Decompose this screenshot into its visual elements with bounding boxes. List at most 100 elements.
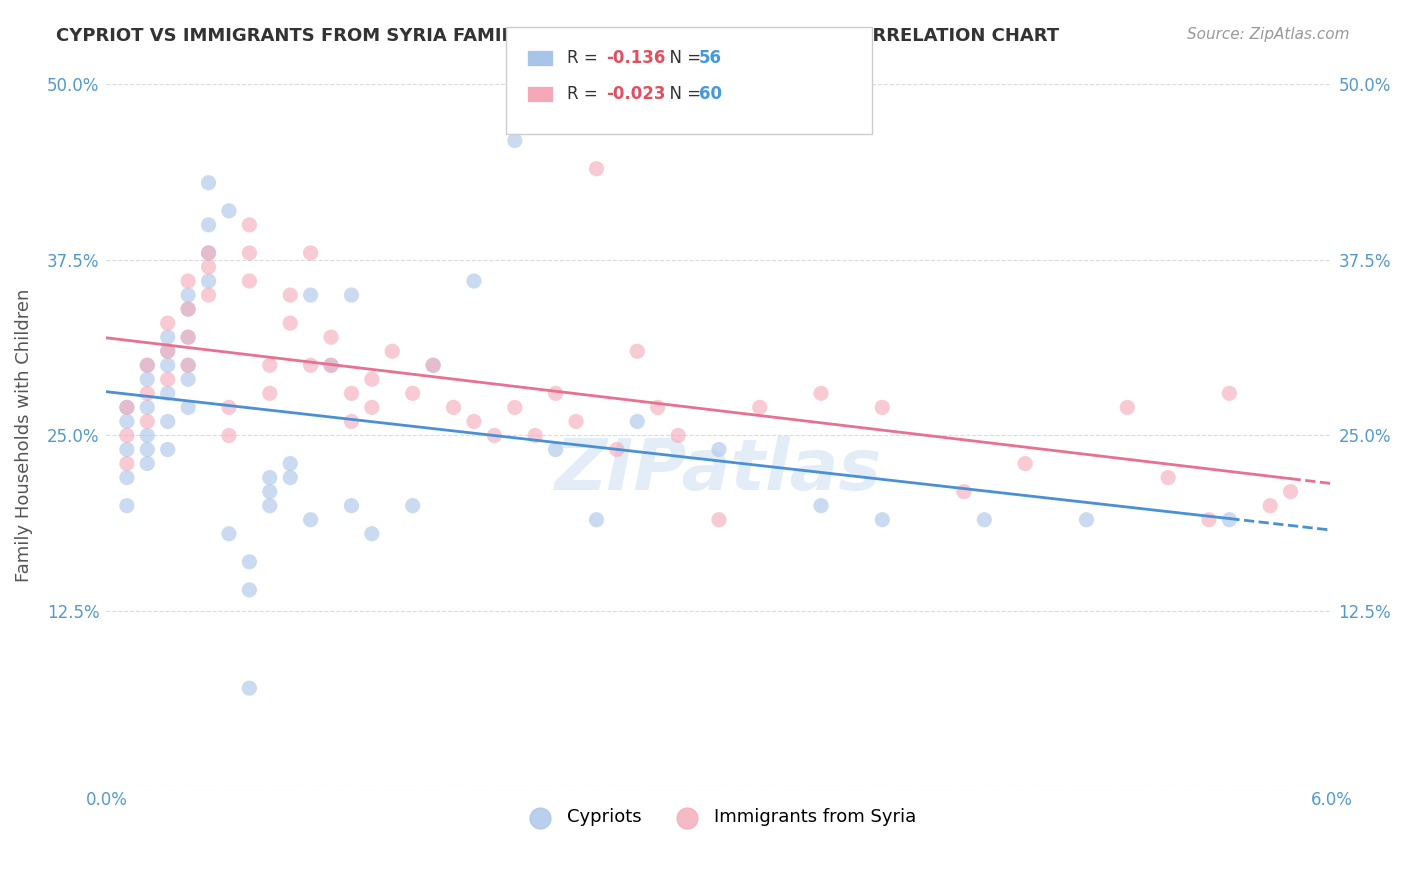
Point: [177, 274, 200, 288]
Text: -0.136: -0.136: [606, 49, 665, 67]
Point: [197, 274, 219, 288]
Point: [218, 401, 240, 415]
Point: [218, 428, 240, 442]
Point: [810, 499, 832, 513]
Point: [647, 401, 669, 415]
Text: 60: 60: [699, 85, 721, 103]
Point: [156, 330, 179, 344]
Point: [177, 401, 200, 415]
Point: [340, 386, 363, 401]
Point: [319, 330, 342, 344]
Point: [136, 414, 159, 428]
Point: [259, 470, 281, 484]
Point: [443, 401, 465, 415]
Point: [299, 358, 322, 372]
Point: [503, 134, 526, 148]
Text: 56: 56: [699, 49, 721, 67]
Point: [1218, 513, 1240, 527]
Point: [115, 401, 138, 415]
Point: [626, 414, 648, 428]
Point: [115, 401, 138, 415]
Text: CYPRIOT VS IMMIGRANTS FROM SYRIA FAMILY HOUSEHOLDS WITH CHILDREN CORRELATION CHA: CYPRIOT VS IMMIGRANTS FROM SYRIA FAMILY …: [56, 27, 1059, 45]
Point: [177, 372, 200, 386]
Point: [626, 344, 648, 359]
Point: [278, 470, 301, 484]
Point: [115, 414, 138, 428]
Point: [1116, 401, 1139, 415]
Point: [238, 218, 260, 232]
Point: [340, 414, 363, 428]
Point: [197, 218, 219, 232]
Point: [707, 442, 730, 457]
Point: [218, 526, 240, 541]
Point: [360, 372, 382, 386]
Point: [177, 330, 200, 344]
Point: [463, 274, 485, 288]
Point: [177, 288, 200, 302]
Point: [136, 386, 159, 401]
Point: [381, 344, 404, 359]
Point: [177, 358, 200, 372]
Point: [197, 176, 219, 190]
Point: [503, 401, 526, 415]
Point: [278, 457, 301, 471]
Point: [136, 358, 159, 372]
Point: [278, 288, 301, 302]
Point: [197, 260, 219, 274]
Point: [585, 513, 607, 527]
Point: [748, 401, 770, 415]
Point: [585, 161, 607, 176]
Point: [156, 386, 179, 401]
Text: R =: R =: [567, 85, 603, 103]
Point: [666, 428, 689, 442]
Point: [565, 414, 588, 428]
Point: [259, 386, 281, 401]
Point: [259, 358, 281, 372]
Y-axis label: Family Households with Children: Family Households with Children: [15, 289, 32, 582]
Point: [177, 302, 200, 317]
Point: [136, 457, 159, 471]
Point: [707, 513, 730, 527]
Point: [115, 457, 138, 471]
Point: [299, 513, 322, 527]
Point: [115, 442, 138, 457]
Point: [238, 274, 260, 288]
Point: [340, 288, 363, 302]
Point: [197, 288, 219, 302]
Point: [259, 499, 281, 513]
Point: [402, 386, 425, 401]
Text: N =: N =: [659, 49, 707, 67]
Point: [1218, 386, 1240, 401]
Point: [1157, 470, 1180, 484]
Point: [422, 358, 444, 372]
Text: ZIPatlas: ZIPatlas: [555, 436, 883, 505]
Point: [259, 484, 281, 499]
Point: [1076, 513, 1098, 527]
Text: Source: ZipAtlas.com: Source: ZipAtlas.com: [1187, 27, 1350, 42]
Point: [278, 316, 301, 330]
Point: [872, 513, 894, 527]
Point: [484, 428, 506, 442]
Point: [136, 428, 159, 442]
Point: [524, 428, 547, 442]
Point: [299, 288, 322, 302]
Point: [360, 401, 382, 415]
Point: [1014, 457, 1036, 471]
Point: [115, 428, 138, 442]
Point: [402, 499, 425, 513]
Point: [156, 442, 179, 457]
Point: [238, 555, 260, 569]
Point: [177, 302, 200, 317]
Point: [544, 442, 567, 457]
Point: [115, 499, 138, 513]
Point: [156, 344, 179, 359]
Point: [156, 316, 179, 330]
Point: [238, 246, 260, 260]
Point: [136, 372, 159, 386]
Point: [238, 582, 260, 597]
Point: [544, 386, 567, 401]
Point: [156, 358, 179, 372]
Point: [360, 526, 382, 541]
Point: [156, 344, 179, 359]
Point: [1258, 499, 1281, 513]
